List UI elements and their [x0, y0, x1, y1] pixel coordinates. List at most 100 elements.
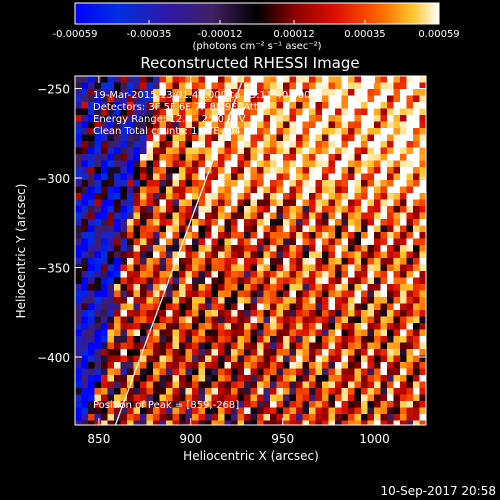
heatmap-cell	[88, 323, 95, 330]
heatmap-cell	[406, 167, 414, 174]
heatmap-cell	[172, 381, 180, 389]
heatmap-cell	[393, 290, 401, 298]
heatmap-cell	[354, 232, 362, 239]
heatmap-cell	[224, 82, 232, 90]
heatmap-cell	[127, 193, 134, 200]
heatmap-cell	[296, 154, 303, 161]
heatmap-cell	[244, 375, 251, 382]
heatmap-cell	[283, 219, 290, 226]
heatmap-cell	[127, 277, 134, 285]
heatmap-cell	[406, 258, 414, 265]
heatmap-cell	[250, 375, 258, 382]
heatmap-cell	[302, 173, 310, 181]
heatmap-cell	[127, 76, 134, 83]
heatmap-cell	[101, 102, 108, 109]
heatmap-cell	[81, 82, 89, 90]
heatmap-cell	[341, 375, 349, 382]
heatmap-cell	[283, 271, 290, 278]
heatmap-cell	[361, 368, 368, 376]
heatmap-cell	[296, 160, 303, 168]
heatmap-cell	[289, 121, 297, 129]
heatmap-cell	[296, 388, 303, 395]
heatmap-cell	[153, 173, 160, 181]
heatmap-cell	[140, 375, 147, 382]
heatmap-cell	[127, 225, 134, 233]
heatmap-cell	[315, 310, 323, 317]
heatmap-cell	[192, 147, 199, 155]
heatmap-cell	[218, 420, 225, 425]
heatmap-cell	[185, 76, 193, 83]
heatmap-cell	[341, 212, 349, 220]
heatmap-cell	[192, 362, 199, 369]
heatmap-cell	[341, 277, 349, 285]
heatmap-cell	[198, 394, 206, 402]
heatmap-cell	[400, 154, 407, 161]
heatmap-cell	[205, 368, 212, 376]
heatmap-cell	[309, 355, 316, 363]
heatmap-cell	[94, 147, 102, 155]
heatmap-cell	[159, 284, 167, 291]
heatmap-cell	[393, 297, 401, 304]
heatmap-cell	[413, 310, 420, 317]
heatmap-cell	[419, 355, 426, 363]
heatmap-cell	[94, 186, 102, 194]
heatmap-cell	[296, 193, 303, 200]
heatmap-cell	[101, 134, 108, 142]
heatmap-cell	[283, 323, 290, 330]
heatmap-cell	[302, 349, 310, 356]
heatmap-cell	[374, 186, 381, 194]
heatmap-cell	[361, 329, 368, 337]
heatmap-cell	[218, 323, 225, 330]
heatmap-cell	[237, 388, 245, 395]
heatmap-cell	[244, 225, 251, 233]
heatmap-cell	[335, 414, 342, 421]
heatmap-cell	[380, 407, 388, 415]
heatmap-cell	[302, 147, 310, 155]
heatmap-cell	[101, 141, 108, 148]
heatmap-cell	[101, 121, 108, 129]
heatmap-cell	[341, 407, 349, 415]
heatmap-cell	[81, 394, 89, 402]
heatmap-cell	[367, 76, 375, 83]
heatmap-cell	[159, 193, 167, 200]
heatmap-cell	[146, 375, 154, 382]
heatmap-cell	[205, 134, 212, 142]
heatmap-cell	[413, 180, 420, 187]
heatmap-cell	[315, 82, 323, 90]
heatmap-cell	[153, 323, 160, 330]
heatmap-cell	[400, 420, 407, 425]
heatmap-cell	[406, 115, 414, 122]
heatmap-cell	[172, 297, 180, 304]
heatmap-cell	[367, 401, 375, 408]
heatmap-cell	[354, 199, 362, 207]
heatmap-cell	[218, 290, 225, 298]
heatmap-cell	[393, 394, 401, 402]
heatmap-cell	[400, 206, 407, 213]
heatmap-cell	[374, 414, 381, 421]
heatmap-cell	[159, 238, 167, 246]
heatmap-cell	[88, 290, 95, 298]
heatmap-cell	[374, 76, 381, 83]
heatmap-cell	[367, 167, 375, 174]
heatmap-cell	[387, 89, 394, 96]
heatmap-cell	[322, 264, 329, 272]
heatmap-cell	[211, 277, 219, 285]
heatmap-cell	[88, 245, 95, 252]
heatmap-cell	[107, 76, 115, 83]
heatmap-cell	[159, 368, 167, 376]
heatmap-cell	[302, 238, 310, 246]
heatmap-cell	[315, 167, 323, 174]
heatmap-cell	[257, 362, 264, 369]
heatmap-cell	[244, 160, 251, 168]
heatmap-cell	[205, 381, 212, 389]
heatmap-cell	[309, 102, 316, 109]
heatmap-cell	[140, 368, 147, 376]
heatmap-cell	[387, 271, 394, 278]
heatmap-cell	[120, 284, 128, 291]
heatmap-cell	[354, 180, 362, 187]
heatmap-cell	[361, 141, 368, 148]
heatmap-cell	[159, 160, 167, 168]
heatmap-cell	[81, 297, 89, 304]
heatmap-cell	[114, 362, 121, 369]
heatmap-cell	[354, 245, 362, 252]
